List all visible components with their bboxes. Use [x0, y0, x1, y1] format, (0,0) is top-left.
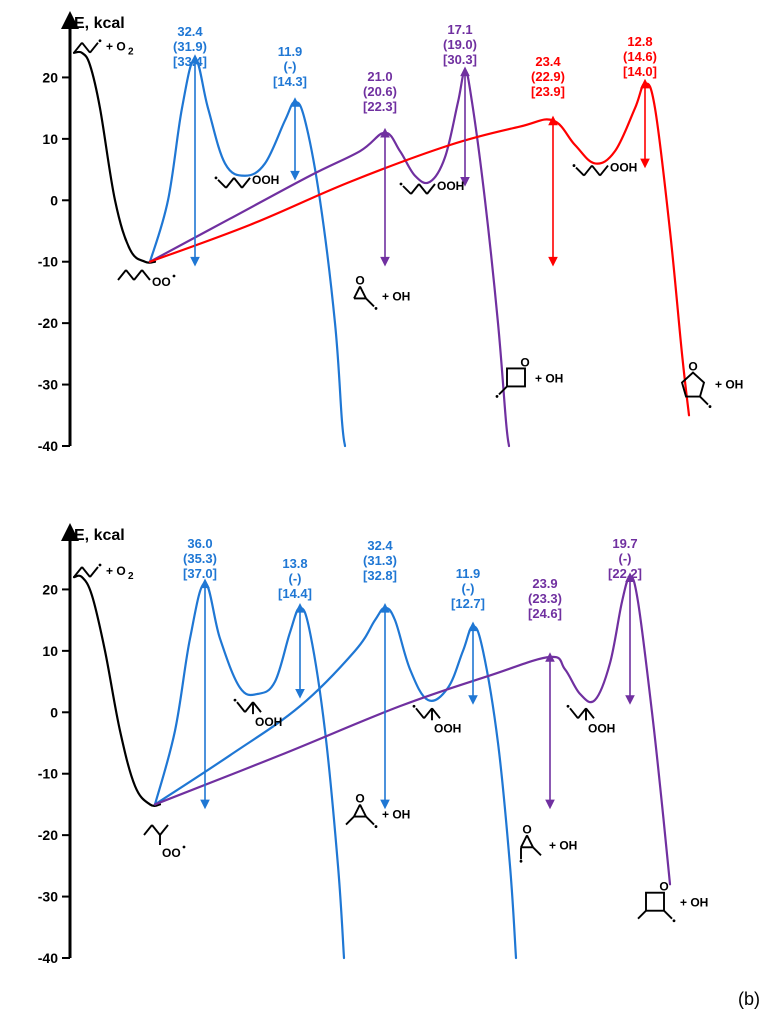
energy-annotation: [22.2] — [608, 566, 642, 581]
energy-annotation: (-) — [619, 551, 632, 566]
energy-annotation: (20.6) — [363, 84, 397, 99]
energy-annotation: (-) — [289, 571, 302, 586]
energy-annotation: 11.9 — [278, 44, 303, 59]
energy-annotation: 12.8 — [627, 34, 652, 49]
energy-annotation: 36.0 — [187, 536, 212, 551]
energy-annotation: [24.6] — [528, 606, 562, 621]
molecule-label: O — [520, 355, 529, 369]
y-tick-label: 0 — [50, 704, 58, 720]
energy-annotation: 32.4 — [177, 24, 203, 39]
molecule-label: O — [659, 880, 668, 894]
molecule-label: + OH — [549, 838, 577, 852]
molecule-label: O — [355, 273, 364, 287]
y-tick-label: 0 — [50, 192, 58, 208]
molecule-bm-oxetane: O + OH — [638, 880, 708, 922]
y-tick-label: 20 — [42, 69, 58, 85]
energy-annotation: 21.0 — [367, 69, 392, 84]
energy-annotation: (31.3) — [363, 553, 397, 568]
molecule-m-roo: OO — [118, 270, 175, 289]
molecule-label: + OH — [535, 371, 563, 385]
energy-annotation: [12.7] — [451, 596, 485, 611]
molecule-bm-epoxy1: O + OH — [346, 792, 410, 828]
energy-annotation: (-) — [462, 581, 475, 596]
molecule-label: + OH — [382, 808, 410, 822]
energy-annotation: (22.9) — [531, 69, 565, 84]
energy-annotation: 13.8 — [282, 556, 307, 571]
energy-annotation: [30.3] — [443, 52, 477, 67]
molecule-label: + O — [106, 40, 126, 54]
energy-curve-reactant — [74, 52, 155, 263]
molecule-label: OOH — [610, 161, 637, 175]
energy-curve-blue-path-1 — [155, 583, 344, 958]
energy-annotation: (23.3) — [528, 591, 562, 606]
y-tick-label: -40 — [38, 950, 58, 966]
y-axis-label: E, kcal — [74, 527, 125, 544]
energy-annotation: [14.4] — [278, 586, 312, 601]
energy-annotation: [23.9] — [531, 84, 565, 99]
molecule-label: + OH — [680, 896, 708, 910]
energy-annotation: (35.3) — [183, 551, 217, 566]
molecule-label: OOH — [252, 173, 279, 187]
y-tick-label: 10 — [42, 131, 58, 147]
molecule-m-reactant: + O2 — [74, 39, 134, 57]
energy-annotation: 23.4 — [535, 54, 561, 69]
molecule-bm-qooh2: OOH — [413, 705, 462, 735]
svg-text:2: 2 — [128, 571, 134, 582]
y-tick-label: -10 — [38, 254, 58, 270]
energy-annotation: [22.3] — [363, 99, 397, 114]
energy-curve-reactant-b — [74, 576, 160, 806]
molecule-m-epoxy-p: O + OH — [354, 273, 410, 309]
molecule-label: OOH — [434, 721, 461, 735]
energy-curve-purple-path — [150, 71, 509, 446]
molecule-label: + O — [106, 564, 126, 578]
energy-annotation: 23.9 — [532, 576, 557, 591]
y-tick-label: 10 — [42, 643, 58, 659]
molecule-label: O — [522, 822, 531, 836]
y-tick-label: -30 — [38, 377, 58, 393]
molecule-label: + OH — [715, 378, 743, 392]
molecule-bm-qooh1: OOH — [234, 699, 283, 729]
energy-annotation: (19.0) — [443, 37, 477, 52]
molecule-label: O — [355, 792, 364, 806]
y-axis-label: E, kcal — [74, 15, 125, 32]
energy-annotation: [14.3] — [273, 74, 307, 89]
energy-annotation: (-) — [284, 59, 297, 74]
molecule-label: OOH — [255, 715, 282, 729]
energy-diagram-figure: -40-30-20-1001020E, kcal32.4(31.9)[33.4]… — [0, 0, 780, 1026]
molecule-bm-roo: OO — [144, 825, 185, 860]
molecule-bm-epoxy2: O + OH — [520, 822, 578, 862]
molecule-label: OO — [162, 846, 181, 860]
energy-curve-blue-path — [150, 59, 345, 446]
y-tick-label: 20 — [42, 581, 58, 597]
energy-annotation: [37.0] — [183, 566, 217, 581]
energy-annotation: (31.9) — [173, 39, 207, 54]
energy-annotation: 19.7 — [612, 536, 637, 551]
molecule-m-oxetane: O + OH — [496, 355, 564, 397]
energy-annotation: 32.4 — [367, 538, 393, 553]
energy-annotation: 17.1 — [447, 22, 472, 37]
energy-annotation: 11.9 — [456, 566, 481, 581]
svg-text:2: 2 — [128, 47, 134, 58]
energy-annotation: [32.8] — [363, 568, 397, 583]
y-tick-label: -20 — [38, 827, 58, 843]
molecule-bm-qooh3: OOH — [567, 705, 616, 735]
molecule-label: OOH — [437, 179, 464, 193]
energy-annotation: [33.4] — [173, 54, 207, 69]
molecule-label: OO — [152, 275, 171, 289]
y-tick-label: -30 — [38, 889, 58, 905]
y-tick-label: -20 — [38, 315, 58, 331]
energy-annotation: (14.6) — [623, 49, 657, 64]
y-tick-label: -40 — [38, 438, 58, 454]
molecule-label: + OH — [382, 289, 410, 303]
energy-curve-red-path — [150, 84, 689, 416]
y-tick-label: -10 — [38, 766, 58, 782]
panel-b-label: (b) — [738, 989, 760, 1009]
energy-annotation: [14.0] — [623, 64, 657, 79]
molecule-label: OOH — [588, 721, 615, 735]
molecule-m-thf: O + OH — [682, 360, 743, 408]
molecule-label: O — [688, 360, 697, 374]
molecule-m-qooh-r: OOH — [573, 161, 638, 176]
